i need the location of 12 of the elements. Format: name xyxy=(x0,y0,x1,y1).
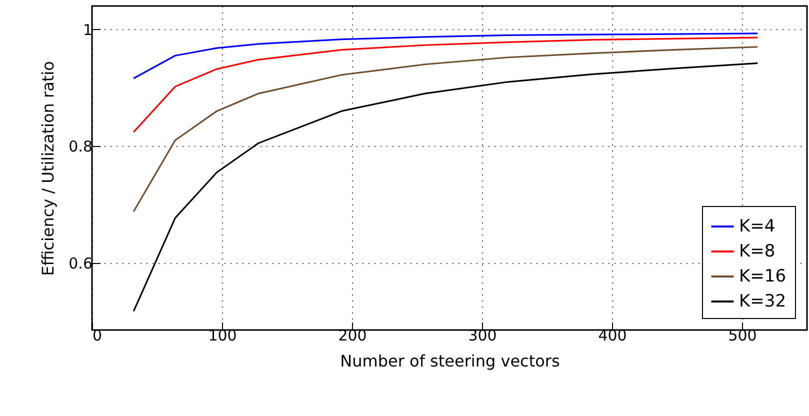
line-series xyxy=(132,46,758,212)
y-tick-label: 1 xyxy=(82,20,92,39)
x-axis-title: Number of steering vectors xyxy=(340,352,560,370)
y-axis-title: Efficiency / Utilization ratio xyxy=(38,61,58,276)
legend-label: K=4 xyxy=(739,216,776,236)
legend-label: K=8 xyxy=(739,242,776,262)
y-tick-label: 0.8 xyxy=(68,138,92,156)
y-tick-label: 0.6 xyxy=(68,254,92,272)
legend-label: K=32 xyxy=(739,292,786,312)
legend-label: K=16 xyxy=(739,266,786,286)
line-series xyxy=(132,32,758,80)
line-series xyxy=(132,36,758,133)
